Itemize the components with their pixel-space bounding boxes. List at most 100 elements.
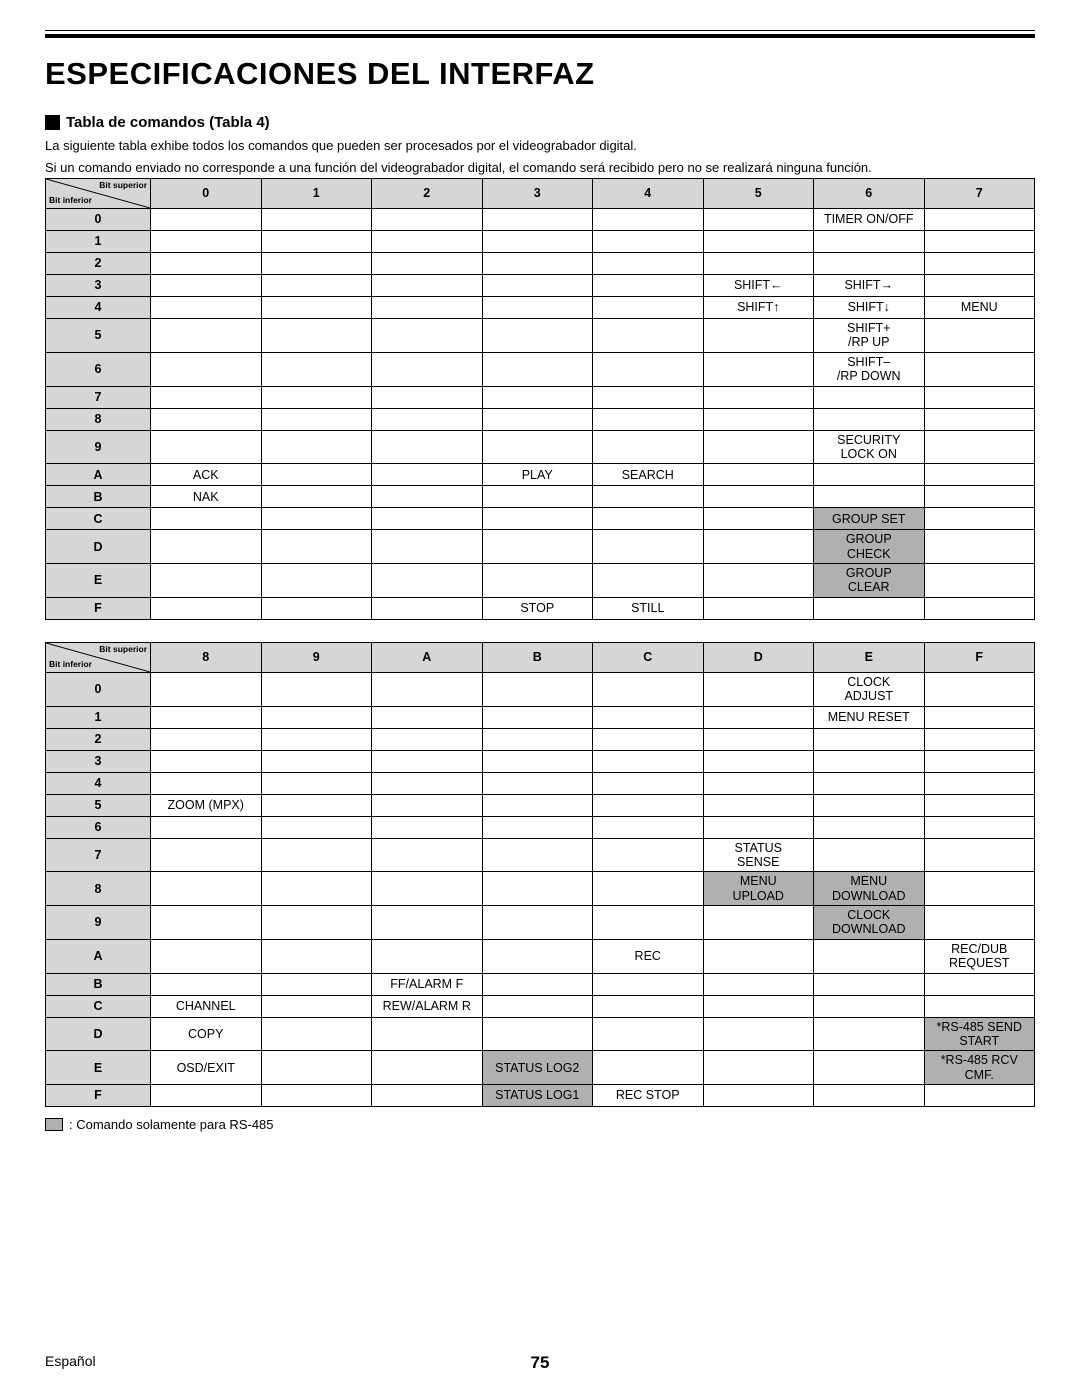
command-cell [261,275,372,297]
command-cell [151,408,262,430]
legend-text: : Comando solamente para RS-485 [69,1117,274,1132]
intro-line-1: La siguiente tabla exhibe todos los coma… [45,137,1035,155]
command-cell [482,794,593,816]
command-cell [703,408,814,430]
command-cell: FF/ALARM F [372,973,483,995]
command-cell: OSD/EXIT [151,1051,262,1085]
command-cell [593,772,704,794]
footer-language: Español [45,1353,96,1369]
command-cell [593,508,704,530]
command-cell [372,253,483,275]
command-cell [482,939,593,973]
command-cell [924,794,1035,816]
command-cell [814,408,925,430]
command-cell [482,430,593,464]
square-bullet-icon [45,115,60,130]
col-header: 5 [703,179,814,209]
command-cell [593,794,704,816]
col-header: E [814,642,925,672]
command-cell [261,1085,372,1107]
row-header: 0 [46,209,151,231]
row-header: 6 [46,816,151,838]
row-header: F [46,597,151,619]
command-cell [593,352,704,386]
command-cell [703,564,814,598]
command-cell [924,772,1035,794]
command-cell: STATUS LOG2 [482,1051,593,1085]
command-cell [924,1085,1035,1107]
command-cell [814,386,925,408]
command-cell [261,794,372,816]
top-rule [45,30,1035,38]
command-cell [261,352,372,386]
col-header: 6 [814,179,925,209]
command-cell [261,772,372,794]
command-cell [372,530,483,564]
command-cell [703,386,814,408]
command-cell: COPY [151,1017,262,1051]
row-header: C [46,508,151,530]
page-title: ESPECIFICACIONES DEL INTERFAZ [45,56,1035,92]
command-cell [814,838,925,872]
row-header: 3 [46,750,151,772]
command-cell: *RS-485 SENDSTART [924,1017,1035,1051]
command-cell [593,838,704,872]
row-header: 4 [46,297,151,319]
command-cell [924,464,1035,486]
command-cell [372,1085,483,1107]
command-cell [372,728,483,750]
command-cell: CLOCKDOWNLOAD [814,906,925,940]
col-header: D [703,642,814,672]
command-cell [372,386,483,408]
command-cell [482,530,593,564]
command-cell [372,838,483,872]
command-cell [372,275,483,297]
command-cell [372,872,483,906]
command-cell [482,816,593,838]
command-cell [372,672,483,706]
row-header: B [46,486,151,508]
corner-inferior: Bit inferior [49,660,92,670]
command-cell [703,672,814,706]
command-cell [814,1051,925,1085]
command-cell [261,386,372,408]
command-cell [151,597,262,619]
command-cell [151,672,262,706]
command-cell [703,1051,814,1085]
command-cell [151,508,262,530]
command-cell [703,319,814,353]
command-cell [814,597,925,619]
command-cell [482,1017,593,1051]
command-cell: MENUDOWNLOAD [814,872,925,906]
command-cell: TIMER ON/OFF [814,209,925,231]
command-cell [261,597,372,619]
row-header: 5 [46,319,151,353]
col-header: F [924,642,1035,672]
command-cell [703,906,814,940]
command-cell [151,750,262,772]
command-cell: SHIFT→ [814,275,925,297]
row-header: A [46,939,151,973]
command-cell [482,209,593,231]
command-cell [703,995,814,1017]
row-header: 7 [46,838,151,872]
row-header: 2 [46,253,151,275]
command-cell [261,816,372,838]
corner-superior: Bit superior [99,181,147,191]
command-cell: SHIFT↓ [814,297,925,319]
command-cell [151,973,262,995]
command-cell: *RS-485 RCVCMF. [924,1051,1035,1085]
command-cell [593,1017,704,1051]
legend-swatch-icon [45,1118,63,1131]
command-cell [482,486,593,508]
command-cell [482,872,593,906]
col-header: 3 [482,179,593,209]
command-cell [261,530,372,564]
command-cell [372,486,483,508]
command-cell [372,906,483,940]
command-cell [482,772,593,794]
command-cell [372,297,483,319]
command-cell [593,408,704,430]
command-cell [593,253,704,275]
command-cell [924,430,1035,464]
